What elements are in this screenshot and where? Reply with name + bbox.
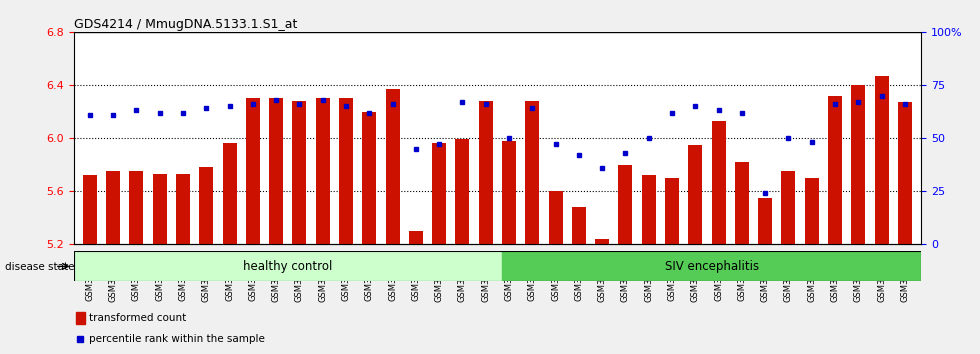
Bar [642,175,656,244]
Text: disease state: disease state [5,262,74,272]
Bar [246,98,260,244]
Bar [456,139,469,244]
Bar [76,312,84,324]
Bar [478,101,493,244]
Bar [199,167,214,244]
Bar [618,165,632,244]
Bar [549,191,563,244]
Bar [74,251,502,281]
Bar [711,121,725,244]
Bar [781,171,796,244]
Bar [828,96,842,244]
Text: percentile rank within the sample: percentile rank within the sample [89,334,265,344]
Text: healthy control: healthy control [243,260,332,273]
Bar [385,89,400,244]
Bar [688,145,703,244]
Text: GDS4214 / MmugDNA.5133.1.S1_at: GDS4214 / MmugDNA.5133.1.S1_at [74,18,297,31]
Bar [106,171,121,244]
Bar [409,231,422,244]
Bar [339,98,353,244]
Bar [292,101,307,244]
Bar [83,175,97,244]
Bar [153,174,167,244]
Bar [363,112,376,244]
Bar [525,101,539,244]
Bar [805,178,818,244]
Bar [572,207,586,244]
Bar [270,98,283,244]
Bar [595,239,610,244]
Bar [874,76,889,244]
Bar [502,251,921,281]
Bar [129,171,143,244]
Bar [316,98,329,244]
Bar [759,198,772,244]
Text: transformed count: transformed count [89,313,186,323]
Bar [735,162,749,244]
Text: SIV encephalitis: SIV encephalitis [664,260,759,273]
Bar [502,141,516,244]
Bar [898,102,911,244]
Bar [665,178,679,244]
Bar [222,143,236,244]
Bar [432,143,446,244]
Bar [852,85,865,244]
Bar [176,174,190,244]
